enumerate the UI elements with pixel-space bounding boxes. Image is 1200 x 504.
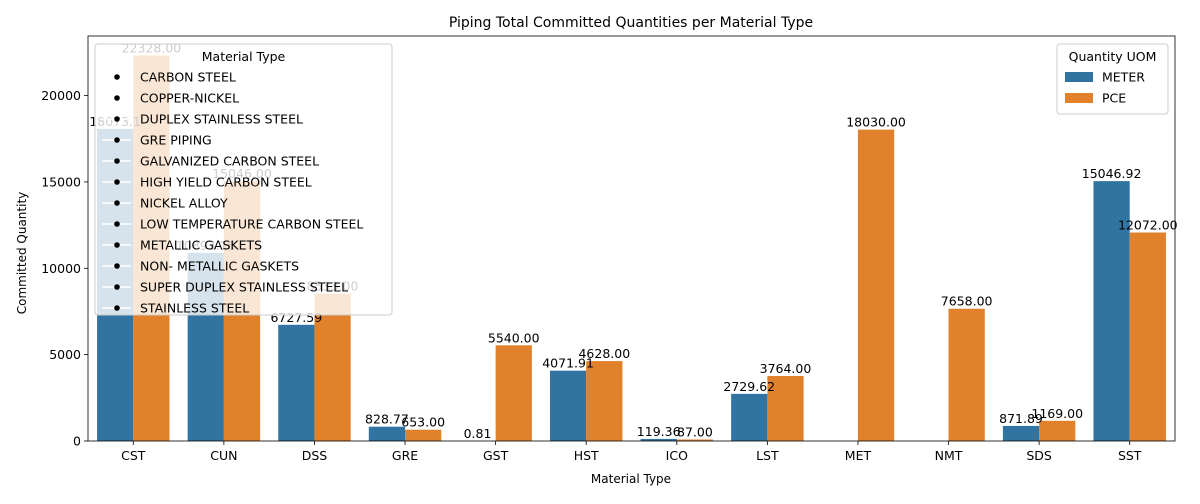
y-tick-label: 10000	[41, 261, 81, 276]
y-axis-label: Committed Quantity	[15, 192, 29, 315]
data-label: 1169.00	[1031, 406, 1083, 421]
chart-title: Piping Total Committed Quantities per Ma…	[449, 15, 813, 31]
x-tick-label: DSS	[302, 448, 328, 463]
material-legend-entry: GRE PIPING	[140, 133, 212, 148]
legend-dot-marker	[114, 179, 120, 185]
data-label: 119.36	[637, 424, 681, 439]
bar-meter-sds	[1003, 426, 1039, 441]
data-label: 87.00	[677, 424, 713, 439]
x-tick-label: MET	[845, 448, 872, 463]
material-legend-entry: METALLIC GASKETS	[140, 238, 262, 253]
x-tick-label: HST	[574, 448, 599, 463]
data-label: 18030.00	[846, 115, 906, 130]
uom-legend-entry: METER	[1102, 70, 1145, 85]
data-label: 12072.00	[1118, 218, 1178, 233]
bar-meter-hst	[550, 371, 586, 441]
bar-meter-gre	[369, 427, 405, 441]
material-legend-entry: SUPER DUPLEX STAINLESS STEEL	[140, 280, 348, 295]
material-legend-entry: LOW TEMPERATURE CARBON STEEL	[140, 217, 363, 232]
bar-pce-sds	[1039, 421, 1075, 441]
data-label: 4628.00	[578, 346, 630, 361]
legend-dot-marker	[114, 74, 120, 80]
legend-dot-marker	[114, 263, 120, 269]
data-label: 0.81	[464, 426, 492, 441]
x-tick-label: LST	[756, 448, 779, 463]
material-legend-entry: COPPER-NICKEL	[140, 91, 239, 106]
x-tick-label: GRE	[392, 448, 418, 463]
material-legend-entry: DUPLEX STAINLESS STEEL	[140, 112, 303, 127]
y-tick-label: 5000	[49, 347, 81, 362]
uom-legend-title: Quantity UOM	[1069, 49, 1157, 64]
material-legend-title: Material Type	[202, 49, 286, 64]
data-label: 5540.00	[488, 330, 540, 345]
x-tick-label: ICO	[666, 448, 688, 463]
bar-meter-lst	[731, 394, 767, 441]
legend-dot-marker	[114, 137, 120, 143]
material-legend-entry: NON- METALLIC GASKETS	[140, 259, 299, 274]
bar-pce-nmt	[949, 309, 985, 441]
material-legend-entry: GALVANIZED CARBON STEEL	[140, 154, 319, 169]
x-tick-label: CST	[121, 448, 146, 463]
material-legend-entry: CARBON STEEL	[140, 70, 236, 85]
uom-legend-swatch	[1065, 93, 1093, 103]
bar-pce-hst	[586, 361, 622, 441]
legend-dot-marker	[114, 284, 120, 290]
y-tick-label: 0	[73, 434, 81, 449]
legend-dot-marker	[114, 305, 120, 311]
data-label: 3764.00	[760, 361, 812, 376]
legend-dot-marker	[114, 200, 120, 206]
plot-area: 18073.110893.166727.59828.770.814071.911…	[41, 36, 1177, 463]
legend-dot-marker	[114, 242, 120, 248]
data-label: 2729.62	[723, 379, 775, 394]
x-tick-label: NMT	[935, 448, 963, 463]
x-tick-label: GST	[483, 448, 509, 463]
bar-pce-gre	[405, 430, 441, 441]
legend-dot-marker	[114, 116, 120, 122]
uom-legend-swatch	[1065, 72, 1093, 82]
data-label: 653.00	[401, 415, 445, 430]
bar-pce-met	[858, 130, 894, 441]
material-legend-entry: NICKEL ALLOY	[140, 196, 228, 211]
x-tick-label: SDS	[1026, 448, 1052, 463]
x-tick-label: CUN	[210, 448, 237, 463]
legend-dot-marker	[114, 158, 120, 164]
bar-pce-sst	[1130, 233, 1166, 441]
x-tick-label: SST	[1118, 448, 1142, 463]
bar-meter-dss	[278, 325, 314, 441]
data-label: 15046.92	[1082, 166, 1142, 181]
y-tick-label: 15000	[41, 174, 81, 189]
bar-pce-gst	[496, 345, 532, 441]
x-axis-label: Material Type	[591, 472, 671, 486]
legend-dot-marker	[114, 221, 120, 227]
data-label: 7658.00	[941, 294, 993, 309]
legend-dot-marker	[114, 95, 120, 101]
material-legend-entry: STAINLESS STEEL	[140, 301, 249, 316]
uom-legend-entry: PCE	[1102, 91, 1126, 106]
y-tick-label: 20000	[41, 88, 81, 103]
material-legend-entry: HIGH YIELD CARBON STEEL	[140, 175, 312, 190]
